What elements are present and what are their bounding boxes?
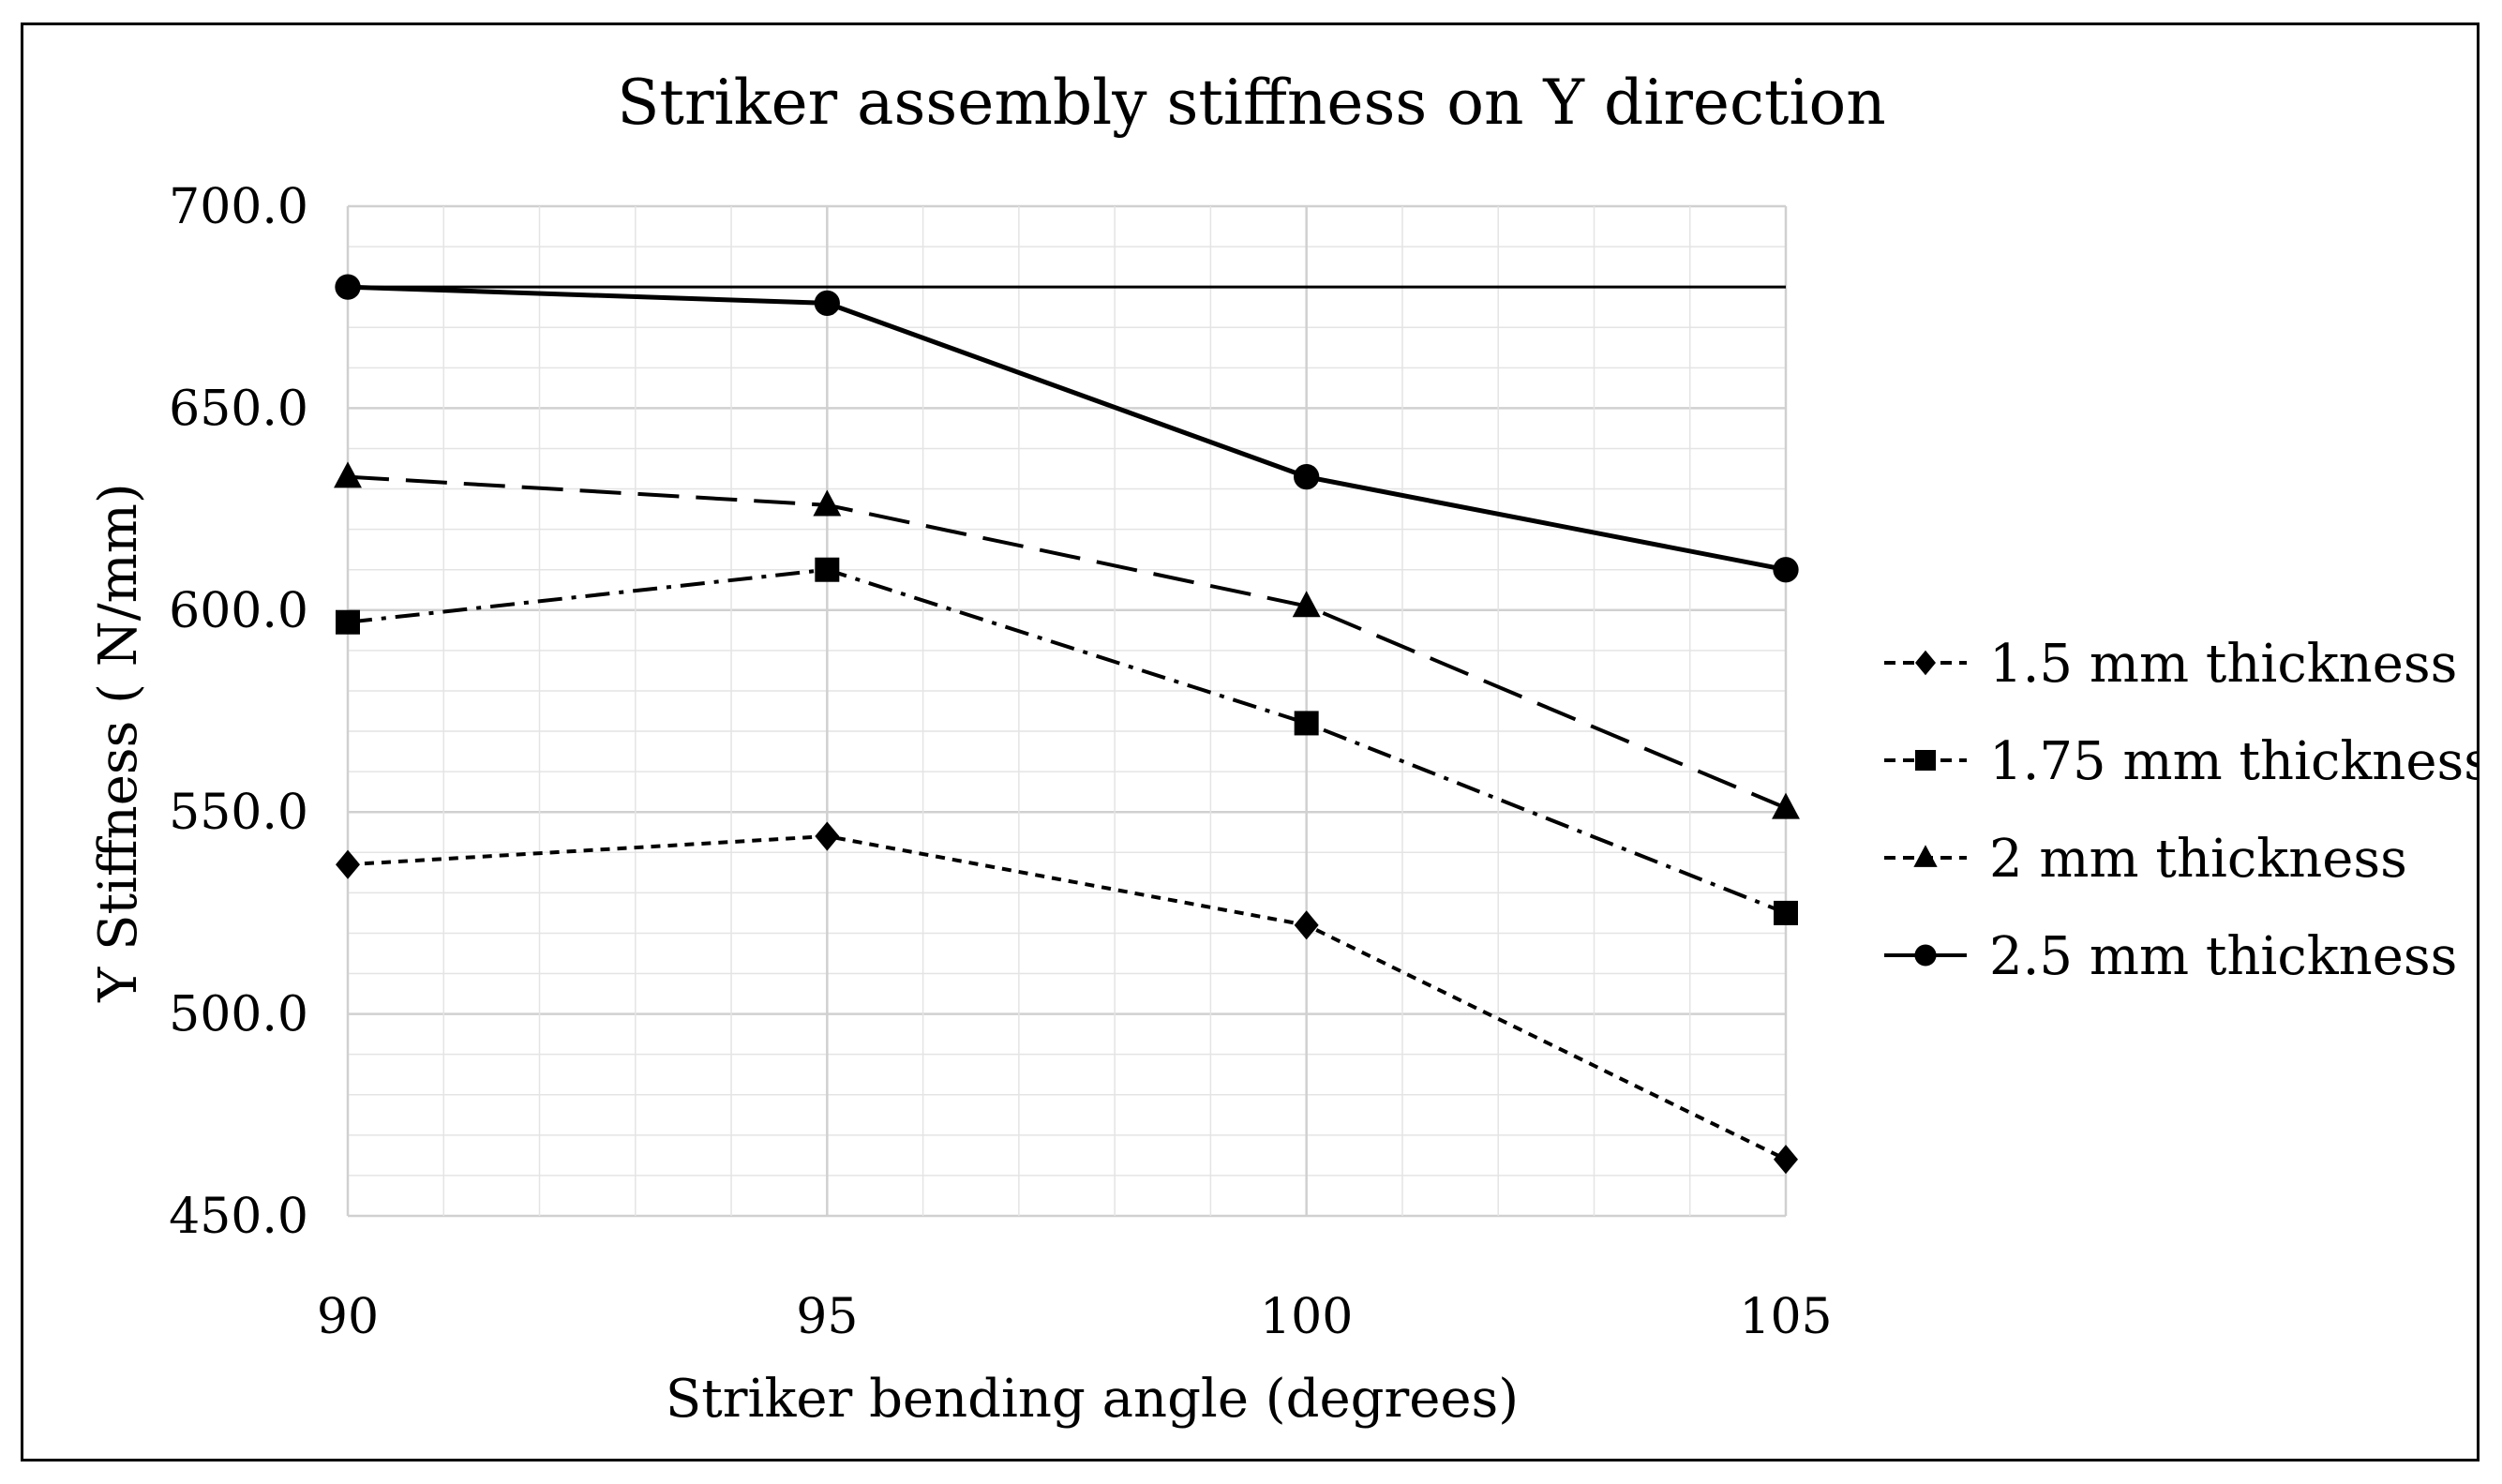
y-tick-label: 450.0 xyxy=(169,1189,308,1245)
data-point-diamond xyxy=(815,821,840,851)
data-point-square xyxy=(1915,750,1936,771)
data-point-triangle xyxy=(813,489,842,517)
data-point-triangle xyxy=(1292,591,1321,618)
data-point-square xyxy=(336,609,360,635)
series-line xyxy=(347,567,1787,915)
data-point-circle xyxy=(814,290,840,317)
y-tick-label: 600.0 xyxy=(169,583,308,639)
grid xyxy=(346,204,1788,1218)
chart-svg: Striker assembly stiffness on Y directio… xyxy=(88,67,2477,1430)
y-tick-label: 650.0 xyxy=(169,381,308,437)
y-axis-label: Y Stiffness ( N/mm) xyxy=(88,483,149,1002)
legend: 1.5 mm thickness 1.75 mm thickness 2 mm th… xyxy=(1884,634,2477,987)
data-point-square xyxy=(1294,711,1319,736)
x-axis-label: Striker bending angle (degrees) xyxy=(666,1369,1519,1430)
x-tick-label: 90 xyxy=(317,1289,379,1345)
data-point-diamond xyxy=(336,849,360,879)
axes: 450.0 500.0 550.0 600.0 650.0 700.0 90 95 100 105 xyxy=(169,179,1833,1345)
x-tick-label: 100 xyxy=(1260,1289,1353,1345)
legend-label: 2 mm thickness xyxy=(1989,829,2407,890)
x-tick-label: 105 xyxy=(1739,1289,1832,1345)
data-point-square xyxy=(815,557,840,582)
series-line xyxy=(347,284,1787,573)
y-tick-label: 500.0 xyxy=(169,987,308,1043)
legend-label: 2.5 mm thickness xyxy=(1989,926,2457,987)
data-point-triangle xyxy=(1772,792,1800,819)
series-layer xyxy=(334,274,1800,1175)
data-point-triangle xyxy=(1913,845,1938,867)
data-point-circle xyxy=(1914,944,1937,967)
legend-label: 1.5 mm thickness xyxy=(1989,634,2457,695)
data-point-circle xyxy=(1294,463,1320,490)
series-line xyxy=(347,834,1787,1162)
data-point-circle xyxy=(335,274,361,300)
y-tick-label: 700.0 xyxy=(169,179,308,235)
chart-frame: Striker assembly stiffness on Y directio… xyxy=(21,22,2480,1462)
chart-title: Striker assembly stiffness on Y directio… xyxy=(617,67,1886,139)
data-point-square xyxy=(1774,900,1798,925)
data-point-diamond xyxy=(1915,650,1936,676)
data-point-triangle xyxy=(334,461,362,488)
series-line xyxy=(347,474,1787,810)
data-point-diamond xyxy=(1774,1145,1798,1175)
data-point-diamond xyxy=(1294,910,1319,940)
data-point-circle xyxy=(1773,557,1799,583)
x-tick-label: 95 xyxy=(796,1289,858,1345)
legend-label: 1.75 mm thickness xyxy=(1989,731,2477,792)
y-tick-label: 550.0 xyxy=(169,785,308,841)
